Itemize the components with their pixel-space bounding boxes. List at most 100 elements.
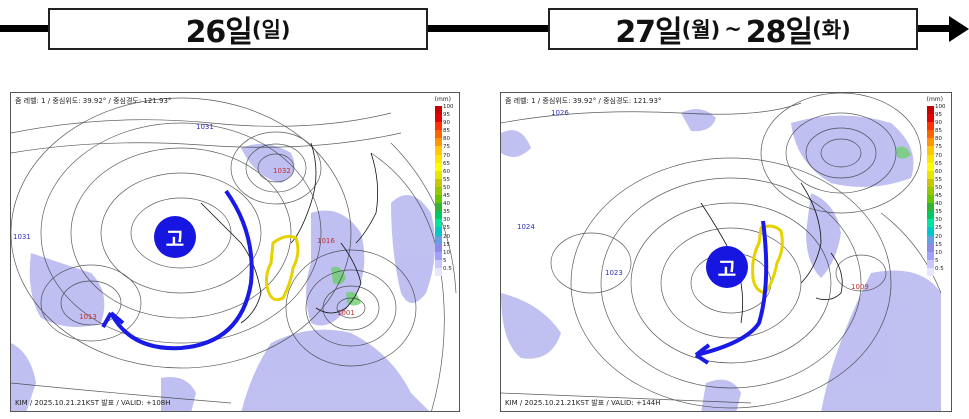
colorbar-label: 45	[443, 193, 450, 200]
colorbar-swatch	[927, 106, 934, 115]
colorbar-label: 5	[443, 257, 447, 264]
date-box-26: 26일 (일)	[48, 8, 428, 50]
colorbar-label: 90	[443, 120, 450, 127]
colorbar-swatch	[435, 243, 442, 252]
colorbar-swatch	[927, 243, 934, 252]
colorbar-label: 50	[935, 184, 942, 191]
colorbar-label: 75	[443, 144, 450, 151]
timeline-arrow-icon	[949, 16, 969, 42]
colorbar-label: 35	[443, 209, 450, 216]
date-weekday-1: (월)	[681, 18, 721, 42]
map-right-graphic: 1026 1024 1023 1009	[501, 93, 942, 411]
colorbar-label: 10	[443, 249, 450, 256]
colorbar-swatch	[435, 251, 442, 260]
pressure-label: 1032	[273, 167, 291, 175]
colorbar-swatch	[927, 154, 934, 163]
high-pressure-marker: 고	[154, 216, 196, 258]
pressure-label: 1016	[317, 237, 335, 245]
colorbar-swatch	[927, 251, 934, 260]
colorbar-swatch	[435, 106, 442, 115]
colorbar-swatch	[435, 227, 442, 236]
map-left-graphic: 1031 1032 1016 1001 1013 1031	[11, 97, 457, 411]
colorbar-label: 20	[935, 233, 942, 240]
flow-arrow	[109, 189, 254, 351]
flow-arrow	[695, 220, 769, 357]
colorbar-label: 30	[443, 217, 450, 224]
colorbar-swatch	[927, 130, 934, 139]
korea-outline	[751, 224, 784, 295]
colorbar-swatch	[927, 186, 934, 196]
colorbar-swatch	[927, 203, 934, 212]
colorbar-swatch	[435, 211, 442, 220]
date-day-1: 27일	[615, 15, 682, 50]
colorbar-label: 20	[443, 233, 450, 240]
colorbar-label: 65	[935, 160, 942, 167]
colorbar-swatch	[435, 114, 442, 123]
colorbar-swatch	[435, 178, 442, 187]
colorbar-swatch	[435, 259, 442, 268]
colorbar-swatch	[435, 154, 442, 163]
colorbar-swatch	[927, 267, 934, 276]
pressure-labels: 1031 1032 1016 1001 1013 1031	[13, 123, 355, 321]
colorbar-swatch	[435, 219, 442, 228]
colorbar-label: 55	[443, 176, 450, 183]
precip-shading	[11, 144, 435, 411]
pressure-label: 1024	[517, 223, 535, 231]
colorbar-swatch	[435, 235, 442, 244]
date-day: 26일	[185, 15, 253, 50]
map-header: 줌 레벨: 1 / 중심위도: 39.92° / 중심경도: 121.93°	[505, 97, 662, 105]
colorbar-swatch	[927, 122, 934, 131]
date-separator: ~	[724, 17, 742, 41]
colorbar-label: 100	[443, 104, 454, 110]
colorbar-swatch	[435, 122, 442, 131]
colorbar-swatch	[927, 195, 934, 204]
colorbar-label: 35	[935, 209, 942, 216]
colorbar-swatch	[927, 235, 934, 244]
colorbar-swatch	[927, 219, 934, 228]
pressure-label: 1031	[13, 233, 31, 241]
precip-heavy	[896, 146, 911, 159]
colorbar-label: 100	[935, 104, 946, 110]
high-pressure-marker: 고	[706, 246, 748, 288]
colorbar-label: 55	[935, 176, 942, 183]
colorbar-swatch	[435, 195, 442, 204]
colorbar-label: 70	[935, 152, 942, 159]
date-box-27-28: 27일 (월) ~ 28일 (화)	[548, 8, 918, 50]
colorbar-swatch	[927, 227, 934, 236]
colorbar-label: 75	[935, 144, 942, 151]
colorbar-label: 25	[443, 225, 450, 232]
colorbar-swatch	[435, 170, 442, 179]
isobars	[11, 97, 457, 411]
colorbar-label: 15	[443, 241, 450, 248]
colorbar-label: 50	[443, 184, 450, 191]
map-footer: KIM / 2025.10.21.21KST 발표 / VALID: +144H	[505, 399, 661, 407]
colorbar-label: 25	[935, 225, 942, 232]
colorbar-label: 85	[935, 128, 942, 135]
colorbar	[435, 106, 442, 276]
colorbar-label: 60	[443, 168, 450, 175]
colorbar-swatch	[927, 146, 934, 155]
weather-map-right: 1026 1024 1023 1009 고 줌 레벨: 1 / 중심위도: 39…	[500, 92, 952, 412]
colorbar-swatch	[435, 130, 442, 139]
pressure-label: 1001	[337, 309, 355, 317]
colorbar-unit: (mm)	[926, 96, 943, 103]
colorbar-labels: 100 95 90 85 80 75 70 65 60 55 50 45 40 35 30 25 20 15 10 5…	[935, 103, 949, 273]
pressure-label: 1026	[551, 109, 569, 117]
colorbar-unit: (mm)	[434, 96, 451, 103]
colorbar-label: 45	[935, 193, 942, 200]
colorbar-label: 10	[935, 249, 942, 256]
pressure-label: 1013	[79, 313, 97, 321]
pressure-label: 1009	[851, 283, 869, 291]
colorbar-label: 30	[935, 217, 942, 224]
colorbar-label: 80	[443, 136, 450, 143]
colorbar-swatch	[435, 267, 442, 276]
flow-arrow-head-icon	[694, 343, 711, 365]
colorbar-label: 70	[443, 152, 450, 159]
colorbar-label: 90	[935, 120, 942, 127]
colorbar-label: 40	[935, 201, 942, 208]
colorbar-label: 15	[935, 241, 942, 248]
colorbar-swatch	[927, 170, 934, 179]
timeline-bar	[0, 25, 952, 32]
colorbar-swatch	[927, 259, 934, 268]
colorbar-label: 95	[935, 112, 942, 119]
